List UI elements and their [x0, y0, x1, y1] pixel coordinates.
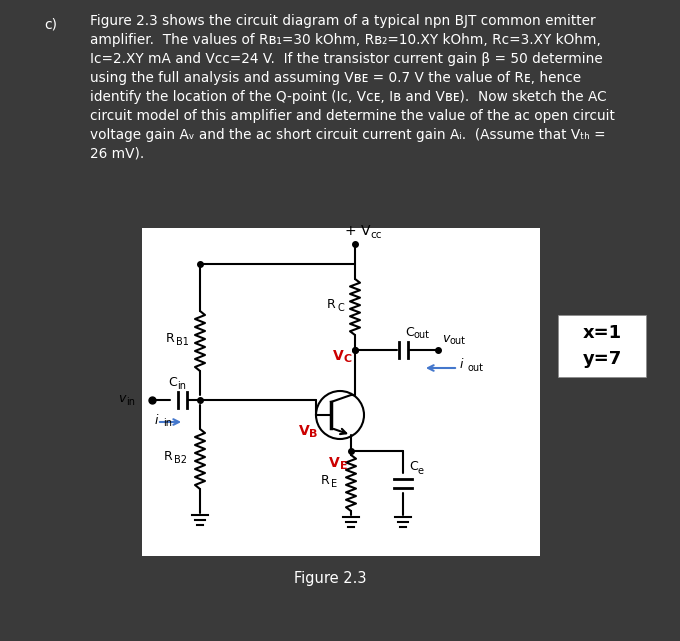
- Bar: [142, 228, 540, 556]
- Text: v: v: [118, 392, 125, 406]
- Text: B2: B2: [174, 455, 187, 465]
- Text: C: C: [405, 326, 413, 338]
- Text: E: E: [331, 479, 337, 489]
- Text: Figure 2.3: Figure 2.3: [294, 570, 367, 585]
- Bar: [558, 315, 646, 377]
- Text: B1: B1: [176, 337, 189, 347]
- Text: R: R: [321, 474, 330, 488]
- Text: C: C: [337, 303, 344, 313]
- Text: i: i: [460, 358, 464, 372]
- Text: E: E: [340, 461, 347, 471]
- Text: cc: cc: [370, 230, 381, 240]
- Text: R: R: [166, 333, 175, 345]
- Text: V: V: [329, 456, 340, 470]
- Text: v: v: [442, 331, 449, 344]
- Text: B: B: [309, 429, 318, 439]
- Text: out: out: [414, 330, 430, 340]
- Text: C: C: [409, 460, 418, 474]
- Text: in: in: [163, 418, 172, 428]
- Text: C: C: [168, 376, 177, 390]
- Text: y=7: y=7: [582, 350, 622, 368]
- Text: out: out: [450, 336, 466, 346]
- Text: in: in: [126, 397, 135, 407]
- Text: R: R: [327, 299, 336, 312]
- Text: e: e: [418, 466, 424, 476]
- Text: V: V: [299, 424, 310, 438]
- Text: x=1: x=1: [583, 324, 622, 342]
- Text: V: V: [333, 349, 344, 363]
- Text: out: out: [468, 363, 484, 373]
- Text: c): c): [44, 18, 57, 32]
- Text: + V: + V: [345, 224, 371, 238]
- Text: R: R: [164, 451, 173, 463]
- Text: in: in: [177, 381, 186, 391]
- Text: Figure 2.3 shows the circuit diagram of a typical npn BJT common emitter
amplifi: Figure 2.3 shows the circuit diagram of …: [90, 14, 615, 161]
- Text: i: i: [155, 413, 158, 426]
- Text: C: C: [343, 354, 351, 364]
